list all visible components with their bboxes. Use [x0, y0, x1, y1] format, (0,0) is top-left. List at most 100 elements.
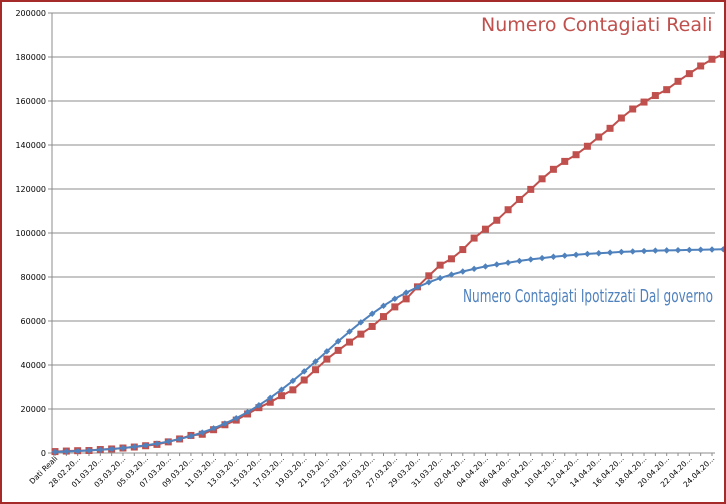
- data-point: [357, 330, 365, 338]
- data-point: [142, 442, 149, 449]
- data-point: [346, 338, 354, 346]
- data-point: [51, 448, 59, 456]
- y-tick-label: 140000: [15, 141, 46, 150]
- data-point: [482, 263, 489, 270]
- data-point: [289, 386, 297, 394]
- y-tick-label: 0: [41, 449, 46, 458]
- data-point: [131, 443, 138, 451]
- data-point: [301, 368, 308, 375]
- y-tick-label: 80000: [21, 273, 46, 282]
- data-point: [448, 271, 455, 278]
- data-point: [470, 265, 478, 273]
- data-point: [402, 295, 410, 303]
- data-point: [640, 247, 648, 255]
- y-tick-label: 100000: [15, 229, 46, 238]
- data-point: [493, 261, 500, 268]
- data-point: [652, 247, 659, 254]
- data-point: [697, 62, 705, 70]
- data-point: [278, 386, 285, 393]
- data-point: [436, 274, 444, 282]
- data-point: [606, 249, 614, 256]
- data-point: [538, 254, 546, 262]
- data-point: [606, 124, 614, 132]
- data-point: [176, 435, 183, 443]
- data-point: [504, 206, 512, 214]
- data-point: [527, 185, 535, 193]
- y-tick-label: 120000: [15, 185, 46, 194]
- annotation-governo: Numero Contagiati Ipotizzati Dal governo: [463, 286, 713, 307]
- data-point: [708, 246, 716, 253]
- data-point: [380, 302, 387, 310]
- data-point: [153, 440, 161, 447]
- gridlines: [52, 12, 715, 410]
- data-point: [97, 446, 104, 454]
- data-point: [674, 246, 682, 254]
- data-point: [368, 310, 376, 317]
- data-point: [312, 366, 320, 374]
- data-point: [323, 355, 331, 363]
- data-point: [414, 283, 421, 291]
- data-point: [459, 246, 467, 254]
- data-point: [504, 259, 512, 266]
- data-point: [663, 247, 670, 254]
- data-point: [515, 195, 523, 203]
- series-reali: [51, 50, 724, 456]
- data-point: [550, 253, 557, 260]
- data-point: [572, 251, 580, 258]
- data-point: [165, 438, 172, 445]
- data-point: [447, 255, 455, 263]
- data-point: [708, 55, 716, 63]
- data-point: [74, 447, 81, 455]
- data-point: [527, 256, 534, 263]
- data-point: [108, 445, 115, 453]
- annotation-real: Numero Contagiati Reali: [481, 14, 713, 36]
- data-point: [572, 151, 580, 159]
- data-point: [368, 322, 376, 330]
- data-point: [617, 114, 625, 122]
- data-point: [210, 425, 217, 432]
- data-point: [720, 246, 724, 253]
- data-point: [425, 279, 433, 286]
- data-point: [85, 447, 93, 454]
- data-point: [391, 295, 399, 302]
- data-point: [561, 252, 568, 259]
- series-line: [54, 248, 724, 453]
- data-point: [481, 225, 489, 233]
- data-point: [289, 377, 297, 385]
- data-point: [686, 246, 693, 254]
- data-point: [300, 376, 308, 384]
- y-tick-label: 60000: [21, 317, 46, 326]
- data-point: [391, 303, 399, 311]
- data-point: [618, 248, 625, 256]
- axes: [48, 12, 715, 456]
- data-point: [538, 175, 546, 183]
- data-point: [470, 234, 478, 242]
- data-point: [233, 415, 240, 422]
- data-point: [380, 313, 387, 321]
- data-point: [266, 398, 274, 406]
- y-tick-labels: 0 20000 40000 60000 80000 100000 120000 140000 1…: [15, 9, 46, 458]
- data-point: [674, 77, 682, 85]
- data-point: [346, 328, 353, 335]
- data-point: [629, 105, 637, 113]
- data-point: [425, 272, 433, 280]
- data-point: [595, 133, 603, 141]
- data-point: [402, 289, 410, 296]
- data-point: [697, 246, 704, 253]
- data-point: [561, 157, 569, 165]
- data-point: [640, 98, 648, 106]
- data-point: [312, 358, 319, 365]
- data-point: [663, 86, 671, 94]
- data-point: [516, 257, 523, 265]
- series: [51, 50, 724, 456]
- data-point: [244, 408, 251, 416]
- y-tick-label: 160000: [15, 97, 46, 106]
- data-point: [583, 142, 591, 150]
- data-point: [584, 250, 591, 258]
- data-point: [549, 165, 557, 173]
- data-point: [493, 216, 501, 224]
- data-point: [278, 392, 286, 400]
- data-point: [685, 70, 693, 78]
- data-point: [221, 420, 229, 427]
